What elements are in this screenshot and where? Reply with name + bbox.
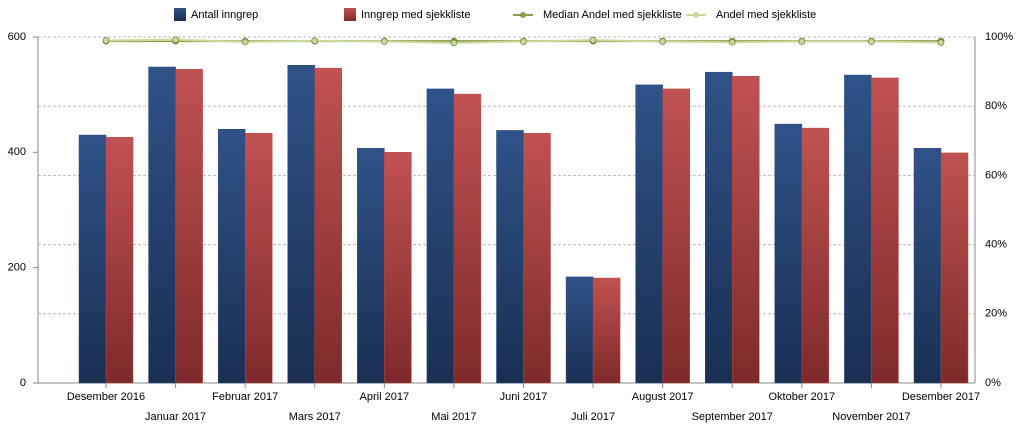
bar [913, 148, 942, 384]
bar [105, 137, 134, 384]
y2-tick-label: 40% [985, 239, 1007, 251]
bar [453, 93, 482, 384]
marker [450, 39, 458, 47]
bar [523, 133, 551, 384]
bar [217, 129, 246, 384]
bar [635, 84, 663, 384]
marker [589, 36, 597, 44]
bar [357, 148, 385, 384]
bar [426, 88, 455, 384]
y-tick-label: 200 [8, 262, 26, 274]
y2-tick-label: 20% [985, 308, 1007, 320]
y-tick-label: 0 [20, 377, 26, 389]
y-tick-label: 400 [8, 146, 26, 158]
bar [565, 276, 594, 384]
legend-label: Inngrep med sjekkliste [361, 9, 470, 21]
legend-swatch [520, 12, 526, 18]
x-tick-label: September 2017 [692, 411, 773, 423]
bar [175, 69, 203, 384]
legend-swatch [693, 12, 699, 18]
bar [844, 74, 872, 384]
bar [732, 75, 760, 384]
bar [871, 77, 899, 384]
x-tick-label: Mars 2017 [289, 411, 341, 423]
legend-label: Median Andel med sjekkliste [543, 9, 682, 21]
bar [801, 127, 830, 384]
marker [937, 39, 945, 46]
x-tick-label: Februar 2017 [212, 391, 278, 403]
y-tick-label: 600 [8, 31, 26, 43]
x-tick-label: Januar 2017 [145, 411, 206, 423]
marker [241, 38, 249, 46]
y2-tick-label: 60% [985, 169, 1007, 181]
bar [78, 134, 107, 384]
marker [520, 38, 527, 45]
marker [380, 38, 388, 45]
bar [592, 277, 621, 384]
x-tick-label: April 2017 [360, 391, 410, 403]
legend-label: Andel med sjekkliste [716, 9, 816, 21]
bar [496, 130, 524, 384]
marker [172, 36, 179, 44]
marker [659, 38, 667, 45]
marker [868, 38, 875, 45]
bar [774, 123, 803, 384]
x-tick-label: Juli 2017 [571, 411, 615, 423]
legend-swatch [344, 8, 356, 21]
y2-tick-label: 100% [985, 31, 1013, 43]
x-tick-label: Mai 2017 [431, 411, 476, 423]
marker [728, 38, 736, 46]
y2-tick-label: 0% [985, 377, 1001, 389]
marker [311, 37, 319, 45]
bar [384, 152, 412, 384]
bar [314, 67, 342, 384]
bar [705, 71, 733, 384]
x-tick-label: Desember 2017 [902, 391, 980, 403]
legend-swatch [174, 8, 186, 21]
bar [662, 88, 690, 384]
bar [940, 152, 969, 384]
bar [244, 133, 273, 384]
bar [148, 66, 176, 384]
marker [102, 37, 110, 44]
x-tick-label: Juni 2017 [500, 391, 548, 403]
legend-label: Antall inngrep [191, 9, 258, 21]
x-tick-label: Desember 2016 [67, 391, 145, 403]
x-tick-label: Oktober 2017 [769, 391, 836, 403]
x-tick-label: August 2017 [632, 391, 694, 403]
y2-tick-label: 80% [985, 100, 1007, 112]
x-tick-label: November 2017 [832, 411, 910, 423]
marker [798, 38, 806, 45]
bar [287, 65, 315, 384]
